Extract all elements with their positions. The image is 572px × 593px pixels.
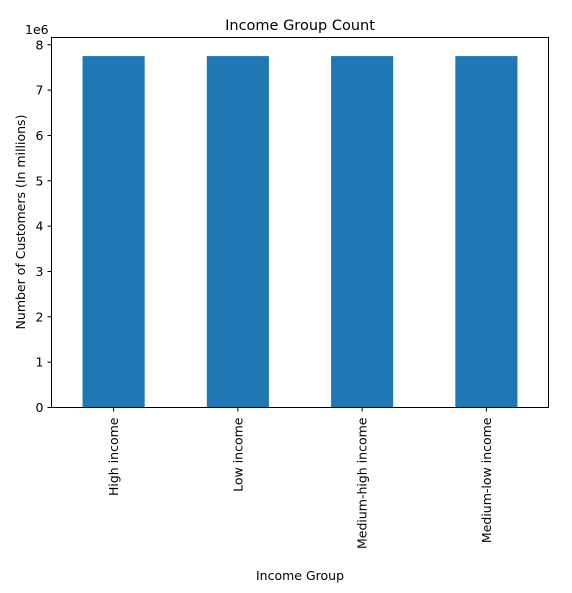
x-axis: High income Low income Medium-high income M… — [106, 407, 494, 549]
bars — [82, 56, 518, 408]
x-tick-label: Medium-low income — [479, 417, 494, 543]
x-axis-label: Income Group — [256, 568, 344, 583]
chart-title: Income Group Count — [225, 18, 375, 34]
bar — [82, 56, 145, 408]
plot-frame — [51, 37, 549, 408]
x-tick-label: Medium-high income — [355, 417, 370, 549]
y-offset-label: 1e6 — [25, 22, 49, 37]
y-tick-label: 4 — [36, 219, 44, 234]
y-tick-label: 6 — [36, 128, 44, 143]
x-tick-label: Low income — [230, 417, 245, 492]
y-tick-label: 2 — [36, 309, 44, 324]
y-tick-label: 3 — [36, 264, 44, 279]
y-axis: 0 1 2 3 4 5 6 7 8 — [36, 37, 52, 415]
y-tick-label: 7 — [36, 83, 44, 98]
y-axis-label: Number of Customers (In millions) — [13, 115, 28, 330]
bar — [455, 56, 518, 408]
y-tick-label: 5 — [36, 173, 44, 188]
y-tick-label: 1 — [36, 355, 44, 370]
y-tick-label: 8 — [36, 37, 44, 52]
y-tick-label: 0 — [36, 400, 44, 415]
bar — [331, 56, 394, 408]
x-tick-label: High income — [106, 417, 121, 496]
bar — [206, 56, 269, 408]
